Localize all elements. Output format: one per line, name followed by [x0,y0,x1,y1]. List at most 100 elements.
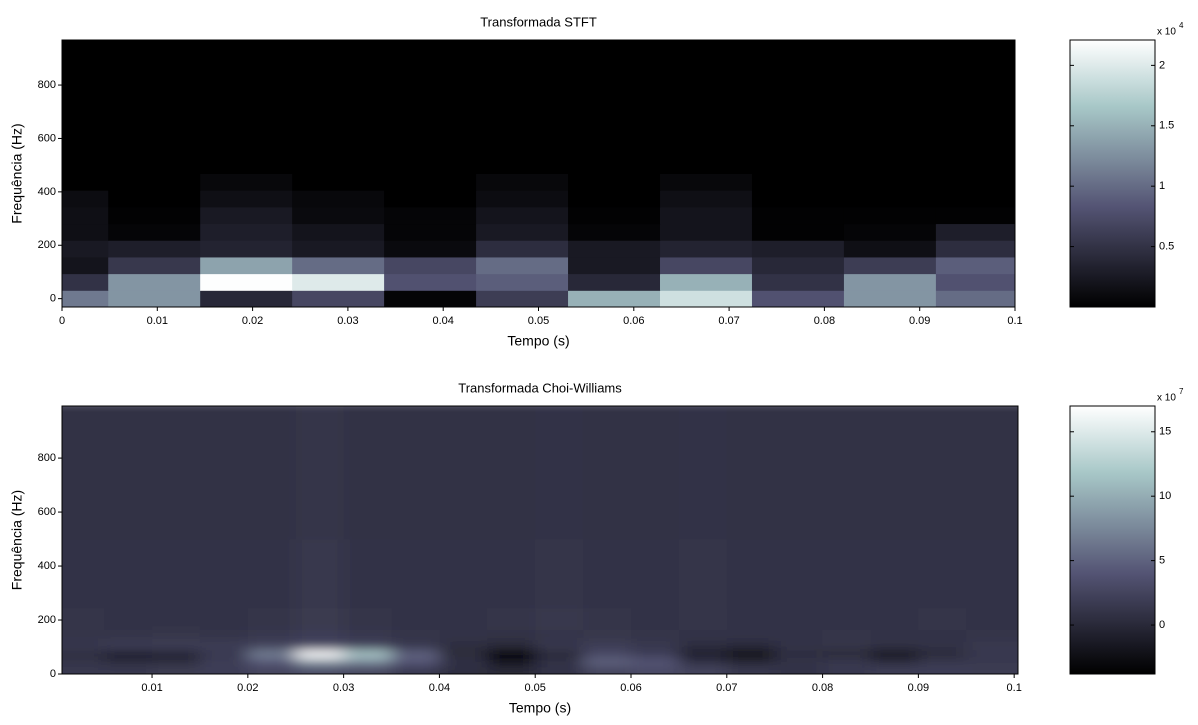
cell [392,401,440,539]
cell [476,190,568,207]
cell [936,107,1028,124]
cell [583,629,631,641]
x-tick-label: 0.07 [716,682,737,694]
cell [823,658,871,667]
cell [487,629,535,641]
x-tick-label: 0.1 [1007,682,1022,694]
cell [568,90,660,107]
heatmap [26,401,1044,704]
cell [936,40,1028,57]
x-tick-label: 0.02 [237,682,258,694]
cell [392,650,440,659]
cell [108,190,200,207]
y-tick-label: 400 [38,186,56,198]
x-axis-label: Tempo (s) [509,700,571,716]
cell [660,190,752,207]
cell [535,539,583,608]
cell [844,90,936,107]
cell [870,539,918,608]
cell [384,290,476,307]
cell [679,401,727,539]
cell [583,641,631,650]
cell [26,650,104,659]
cell [752,107,844,124]
x-tick-label: 0.03 [337,315,358,327]
cell [660,174,752,191]
cell [292,107,384,124]
cell [26,539,104,608]
cell [439,608,487,630]
cell [936,157,1028,174]
cell [775,539,823,608]
cell [936,224,1028,241]
cell [384,107,476,124]
cell [752,190,844,207]
cell [966,608,1044,630]
cell [26,401,104,539]
cell [476,40,568,57]
cell [870,658,918,667]
cell [823,539,871,608]
cell [292,57,384,74]
x-tick-label: 0.09 [909,315,930,327]
cell [26,629,104,641]
cell [392,658,440,667]
cell [660,274,752,291]
x-tick-label: 0.05 [528,315,549,327]
cell [660,224,752,241]
colorbar-tick-label: 15 [1159,426,1171,438]
cell [439,658,487,667]
cell [344,629,392,641]
cell [292,257,384,274]
cell [292,140,384,157]
cell [918,658,966,667]
cell [631,658,679,667]
cell [200,90,292,107]
cell [660,207,752,224]
x-tick-label: 0.1 [1007,315,1022,327]
cell [844,274,936,291]
cell [966,658,1044,667]
y-tick-label: 0 [50,293,56,305]
cell [200,274,292,291]
cell [936,240,1028,257]
cell [108,240,200,257]
cell [844,174,936,191]
cell [296,658,344,667]
cell [384,90,476,107]
cell [200,40,292,57]
cell [108,174,200,191]
cell [292,190,384,207]
y-tick-label: 200 [38,614,56,626]
colorbar-multiplier: x 10 [1157,393,1176,404]
cell [660,107,752,124]
cell [104,641,152,650]
cell [660,90,752,107]
cell [200,650,248,659]
cell [108,224,200,241]
cell [439,650,487,659]
cell [344,650,392,659]
y-tick-label: 600 [38,132,56,144]
cell [631,401,679,539]
cell [752,174,844,191]
cell [752,123,844,140]
cell [966,641,1044,650]
cell [292,123,384,140]
cell [660,73,752,90]
x-tick-label: 0 [59,315,65,327]
cell [568,274,660,291]
cell [936,190,1028,207]
cell [844,290,936,307]
cell [344,658,392,667]
cell [344,608,392,630]
cell [660,240,752,257]
cell [248,401,296,539]
cell [108,274,200,291]
title: Transformada Choi-Williams [458,380,622,395]
cell [752,140,844,157]
cell [823,401,871,539]
x-tick-label: 0.06 [623,315,644,327]
cell [200,240,292,257]
cell [631,539,679,608]
